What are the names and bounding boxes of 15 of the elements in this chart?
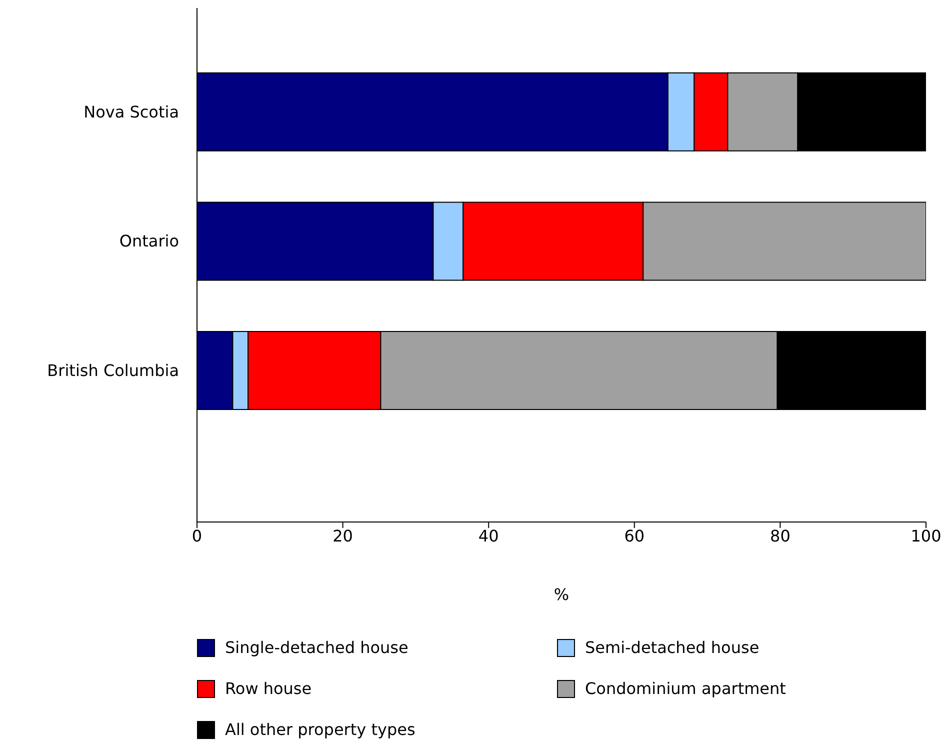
legend-label: Semi-detached house [585,638,760,657]
y-tick-label: Nova Scotia [84,102,179,122]
y-tick-label: Ontario [119,232,179,251]
legend-label: All other property types [225,720,416,739]
x-tick-label: 40 [478,526,499,546]
x-tick-label: 80 [770,526,790,546]
x-tick-label: 60 [624,526,645,546]
legend-label: Condominium apartment [585,679,786,698]
x-tick-label: 0 [192,526,202,546]
legend-label: Single-detached house [225,638,408,657]
x-axis-title: % [554,585,570,604]
legend-label: Row house [225,679,312,698]
y-tick-label: British Columbia [47,361,179,380]
x-tick-label: 20 [332,526,353,546]
x-tick-label: 100 [910,526,942,546]
